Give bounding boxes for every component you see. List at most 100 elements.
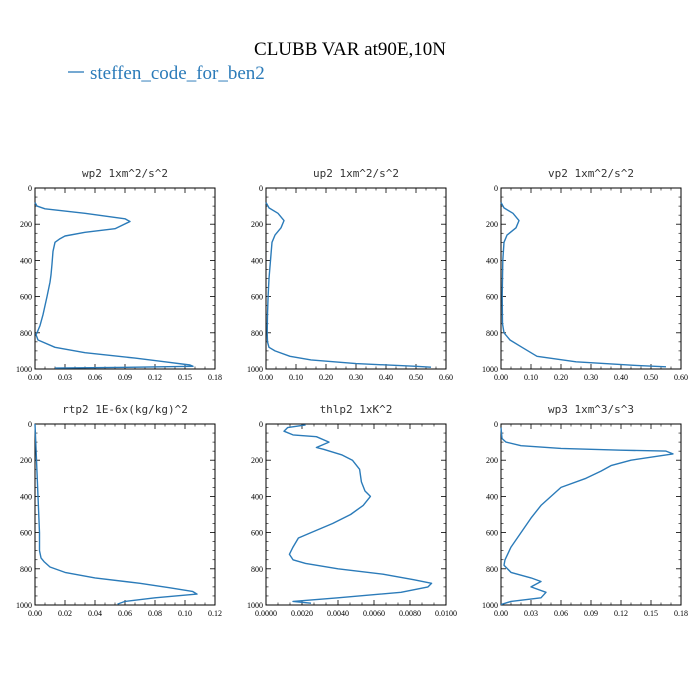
series-line-1 xyxy=(500,202,667,368)
x-tick-label: 0.0000 xyxy=(255,609,277,618)
y-tick-label: 600 xyxy=(486,293,498,302)
x-tick-label: 0.10 xyxy=(178,609,192,618)
series-line-1 xyxy=(500,427,674,606)
y-tick-label: 400 xyxy=(486,492,498,501)
x-tick-label: 0.00 xyxy=(28,609,42,618)
panel-title: vp2 1xm^2/s^2 xyxy=(548,167,634,180)
figure-title: CLUBB VAR at90E,10N xyxy=(254,39,446,60)
y-tick-label: 0 xyxy=(494,420,498,429)
plot-frame xyxy=(34,423,216,606)
x-tick-label: 0.18 xyxy=(208,373,222,382)
y-tick-label: 400 xyxy=(251,492,263,501)
x-tick-label: 0.00 xyxy=(259,373,273,382)
x-tick-label: 0.03 xyxy=(58,373,72,382)
figure-legend: steffen_code_for_ben2 xyxy=(68,63,265,84)
x-tick-label: 0.09 xyxy=(584,609,598,618)
y-tick-label: 800 xyxy=(20,565,32,574)
y-tick-label: 0 xyxy=(28,420,32,429)
x-tick-label: 0.06 xyxy=(88,373,102,382)
x-tick-label: 0.0080 xyxy=(399,609,421,618)
x-tick-label: 0.0100 xyxy=(435,609,457,618)
series-line-1 xyxy=(283,424,433,604)
x-tick-label: 0.06 xyxy=(118,609,132,618)
plot-frame xyxy=(265,187,447,370)
y-tick-label: 200 xyxy=(20,456,32,465)
panel-title: wp3 1xm^3/s^3 xyxy=(548,403,634,416)
y-tick-label: 1000 xyxy=(16,601,32,610)
y-tick-label: 200 xyxy=(486,456,498,465)
y-tick-label: 600 xyxy=(20,529,32,538)
x-tick-label: 0.40 xyxy=(379,373,393,382)
series-line-1 xyxy=(265,202,432,368)
x-tick-label: 0.02 xyxy=(58,609,72,618)
series-line-1 xyxy=(34,202,194,369)
x-tick-label: 0.12 xyxy=(148,373,162,382)
panel-4: rtp2 1E-6x(kg/kg)^2 0 200 400 600 800 10000.00… xyxy=(16,403,222,618)
x-tick-label: 0.50 xyxy=(644,373,658,382)
x-tick-label: 0.10 xyxy=(524,373,538,382)
y-tick-label: 200 xyxy=(20,220,32,229)
x-tick-label: 0.30 xyxy=(584,373,598,382)
x-tick-label: 0.04 xyxy=(88,609,102,618)
y-tick-label: 600 xyxy=(486,529,498,538)
y-tick-label: 400 xyxy=(251,256,263,265)
x-tick-label: 0.09 xyxy=(118,373,132,382)
x-tick-label: 0.0060 xyxy=(363,609,385,618)
series-line-1 xyxy=(34,423,198,605)
x-tick-label: 0.18 xyxy=(674,609,688,618)
x-tick-label: 0.03 xyxy=(524,609,538,618)
x-tick-label: 0.00 xyxy=(494,373,508,382)
y-tick-label: 1000 xyxy=(247,601,263,610)
x-tick-label: 0.12 xyxy=(208,609,222,618)
plot-frame xyxy=(34,187,216,370)
panel-title: thlp2 1xK^2 xyxy=(320,403,393,416)
panel-title: rtp2 1E-6x(kg/kg)^2 xyxy=(62,403,188,416)
x-tick-label: 0.20 xyxy=(554,373,568,382)
y-tick-label: 600 xyxy=(251,293,263,302)
y-tick-label: 1000 xyxy=(16,365,32,374)
y-tick-label: 400 xyxy=(20,492,32,501)
x-tick-label: 0.15 xyxy=(644,609,658,618)
y-tick-label: 800 xyxy=(486,329,498,338)
y-tick-label: 0 xyxy=(28,184,32,193)
y-tick-label: 400 xyxy=(20,256,32,265)
x-tick-label: 0.50 xyxy=(409,373,423,382)
x-tick-label: 0.60 xyxy=(674,373,688,382)
x-tick-label: 0.06 xyxy=(554,609,568,618)
y-tick-label: 800 xyxy=(486,565,498,574)
x-tick-label: 0.0020 xyxy=(291,609,313,618)
y-tick-label: 800 xyxy=(251,565,263,574)
y-tick-label: 1000 xyxy=(482,601,498,610)
y-tick-label: 600 xyxy=(20,293,32,302)
y-tick-label: 1000 xyxy=(247,365,263,374)
x-tick-label: 0.0040 xyxy=(327,609,349,618)
panel-title: wp2 1xm^2/s^2 xyxy=(82,167,168,180)
y-tick-label: 800 xyxy=(251,329,263,338)
x-tick-label: 0.30 xyxy=(349,373,363,382)
x-tick-label: 0.00 xyxy=(28,373,42,382)
y-tick-label: 400 xyxy=(486,256,498,265)
y-tick-label: 600 xyxy=(251,529,263,538)
y-tick-label: 1000 xyxy=(482,365,498,374)
x-tick-label: 0.08 xyxy=(148,609,162,618)
x-tick-label: 0.12 xyxy=(614,609,628,618)
x-tick-label: 0.40 xyxy=(614,373,628,382)
x-tick-label: 0.60 xyxy=(439,373,453,382)
y-tick-label: 200 xyxy=(251,456,263,465)
y-tick-label: 0 xyxy=(259,184,263,193)
plot-frame xyxy=(500,187,682,370)
y-tick-label: 200 xyxy=(486,220,498,229)
plot-frame xyxy=(265,423,447,606)
y-tick-label: 200 xyxy=(251,220,263,229)
legend-label: steffen_code_for_ben2 xyxy=(90,63,265,84)
x-tick-label: 0.10 xyxy=(289,373,303,382)
x-tick-label: 0.15 xyxy=(178,373,192,382)
panel-title: up2 1xm^2/s^2 xyxy=(313,167,399,180)
